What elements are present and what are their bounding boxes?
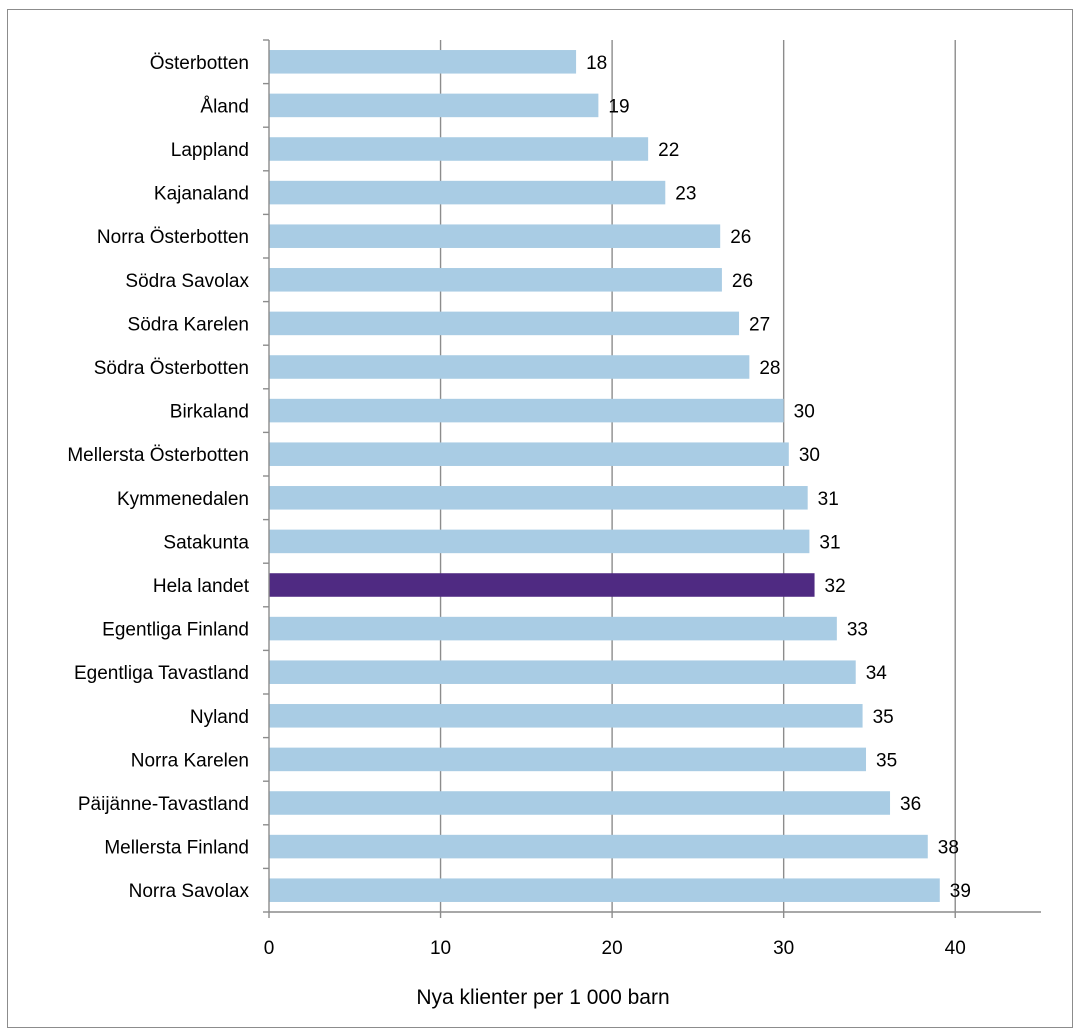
- value-label-kymmenedalen: 31: [818, 489, 839, 510]
- category-label-birkaland: Birkaland: [170, 402, 249, 423]
- bar-kymmenedalen: [269, 486, 808, 510]
- bar-österbotten: [269, 50, 577, 74]
- category-label-satakunta: Satakunta: [163, 532, 249, 553]
- bar-södra-savolax: [269, 268, 722, 292]
- bar-norra-österbotten: [269, 224, 721, 248]
- bar-norra-karelen: [269, 747, 867, 772]
- bar-kajanaland: [269, 180, 666, 205]
- category-label-mellersta-österbotten: Mellersta Österbotten: [67, 445, 249, 466]
- category-label-södra-savolax: Södra Savolax: [125, 271, 249, 292]
- axes: [263, 39, 1041, 918]
- category-label-egentliga-finland: Egentliga Finland: [102, 620, 249, 641]
- bar-egentliga-finland: [269, 616, 837, 641]
- value-label-päijänne-tavastland: 36: [900, 794, 921, 815]
- value-label-satakunta: 31: [819, 532, 840, 553]
- labels: Österbotten 18 Åland 19 Lappland 22 Kajanaland…: [67, 53, 971, 959]
- value-label-södra-karelen: 27: [749, 314, 770, 335]
- value-label-södra-savolax: 26: [732, 271, 753, 292]
- category-label-kymmenedalen: Kymmenedalen: [117, 489, 249, 510]
- category-label-nyland: Nyland: [190, 707, 249, 728]
- category-label-päijänne-tavastland: Päijänne-Tavastland: [78, 794, 249, 815]
- category-label-egentliga-tavastland: Egentliga Tavastland: [74, 663, 249, 684]
- bar-birkaland: [269, 398, 784, 423]
- bars: [269, 50, 940, 902]
- value-label-österbotten: 18: [586, 53, 607, 74]
- category-label-lappland: Lappland: [171, 140, 249, 161]
- category-label-södra-österbotten: Södra Österbotten: [94, 358, 249, 379]
- grid-lines: [439, 40, 956, 912]
- category-label-åland: Åland: [200, 96, 249, 117]
- value-label-nyland: 35: [873, 707, 894, 728]
- value-label-kajanaland: 23: [675, 184, 696, 205]
- bar-åland: [269, 93, 599, 118]
- category-label-norra-österbotten: Norra Österbotten: [97, 227, 249, 248]
- value-label-lappland: 22: [658, 140, 679, 161]
- bar-päijänne-tavastland: [269, 791, 891, 815]
- bar-södra-österbotten: [269, 355, 750, 379]
- bar-mellersta-österbotten: [269, 442, 789, 466]
- bar-nyland: [269, 704, 863, 728]
- bar-södra-karelen: [269, 311, 740, 336]
- value-label-norra-savolax: 39: [950, 881, 971, 902]
- value-label-norra-österbotten: 26: [730, 227, 751, 248]
- bar-satakunta: [269, 529, 810, 554]
- x-tick-label-20: 20: [602, 938, 623, 959]
- bar-egentliga-tavastland: [269, 660, 856, 684]
- x-tick-label-0: 0: [264, 938, 275, 959]
- category-label-norra-savolax: Norra Savolax: [129, 881, 250, 902]
- value-label-hela-landet: 32: [825, 576, 846, 597]
- value-label-birkaland: 30: [794, 402, 815, 423]
- bar-norra-savolax: [269, 878, 940, 902]
- category-label-kajanaland: Kajanaland: [154, 184, 249, 205]
- bar-mellersta-finland: [269, 834, 928, 859]
- x-axis-title: Nya klienter per 1 000 barn: [416, 986, 669, 1009]
- x-tick-label-10: 10: [430, 938, 451, 959]
- bar-hela-landet: [269, 573, 815, 597]
- category-label-södra-karelen: Södra Karelen: [128, 314, 249, 335]
- bar-lappland: [269, 137, 649, 161]
- category-label-österbotten: Österbotten: [150, 53, 249, 74]
- category-label-norra-karelen: Norra Karelen: [131, 750, 249, 771]
- value-label-åland: 19: [608, 96, 629, 117]
- value-label-södra-österbotten: 28: [759, 358, 780, 379]
- value-label-egentliga-tavastland: 34: [866, 663, 888, 684]
- x-tick-label-30: 30: [773, 938, 794, 959]
- value-label-norra-karelen: 35: [876, 750, 897, 771]
- value-label-mellersta-österbotten: 30: [799, 445, 820, 466]
- x-tick-label-40: 40: [945, 938, 966, 959]
- category-label-mellersta-finland: Mellersta Finland: [104, 838, 249, 859]
- value-label-mellersta-finland: 38: [938, 838, 959, 859]
- category-label-hela-landet: Hela landet: [153, 576, 250, 597]
- value-label-egentliga-finland: 33: [847, 620, 868, 641]
